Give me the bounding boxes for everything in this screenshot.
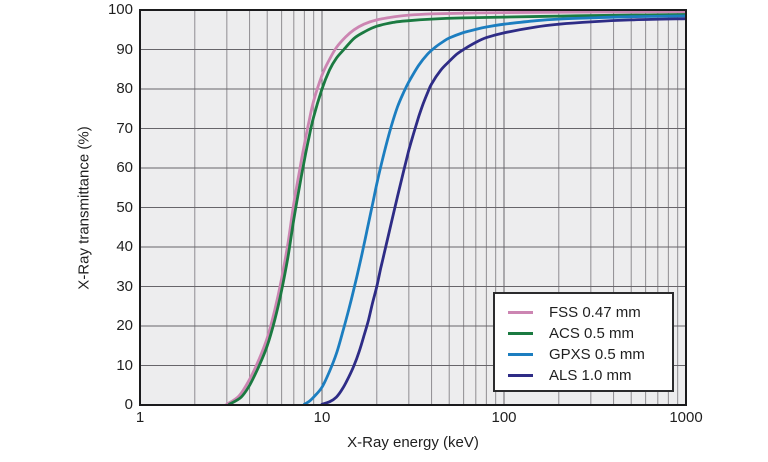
curve-als — [320, 17, 686, 405]
legend-label: FSS 0.47 mm — [549, 304, 641, 321]
plot-border — [139, 9, 687, 406]
legend-swatch — [508, 374, 533, 377]
y-tick-label: 50 — [116, 198, 133, 216]
curve-fss — [225, 10, 686, 405]
y-tick-label: 100 — [107, 1, 133, 18]
legend-swatch — [508, 332, 533, 335]
y-tick-label: 40 — [116, 238, 133, 255]
x-tick-label: 100 — [491, 409, 517, 426]
legend-label: GPXS 0.5 mm — [549, 346, 645, 363]
x-tick-label: 1 — [135, 409, 145, 426]
legend-item-acs: ACS 0.5 mm — [495, 323, 672, 344]
y-tick-label: 60 — [116, 159, 133, 176]
x-axis-title: X-Ray energy (keV) — [347, 434, 479, 451]
y-tick-label: 20 — [116, 317, 133, 334]
legend-swatch — [508, 311, 533, 314]
curve-gpxs — [303, 14, 686, 405]
legend-label: ACS 0.5 mm — [549, 325, 635, 342]
y-tick-label: 10 — [116, 356, 133, 374]
series-curves — [225, 10, 686, 405]
y-tick-label: 70 — [116, 119, 133, 137]
y-tick-label: 30 — [116, 277, 133, 295]
legend-item-als: ALS 1.0 mm — [495, 365, 672, 386]
legend-item-fss: FSS 0.47 mm — [495, 302, 672, 323]
legend-label: ALS 1.0 mm — [549, 367, 632, 384]
legend-swatch — [508, 353, 533, 356]
legend-item-gpxs: GPXS 0.5 mm — [495, 344, 672, 365]
y-tick-label: 80 — [116, 80, 133, 97]
curve-acs — [228, 13, 686, 405]
x-tick-label: 10 — [313, 409, 331, 426]
legend: FSS 0.47 mm ACS 0.5 mm GPXS 0.5 mm ALS 1.0 … — [493, 292, 674, 392]
y-tick-label: 90 — [116, 40, 133, 58]
x-tick-label: 1000 — [669, 409, 703, 426]
y-tick-label: 0 — [124, 396, 133, 413]
